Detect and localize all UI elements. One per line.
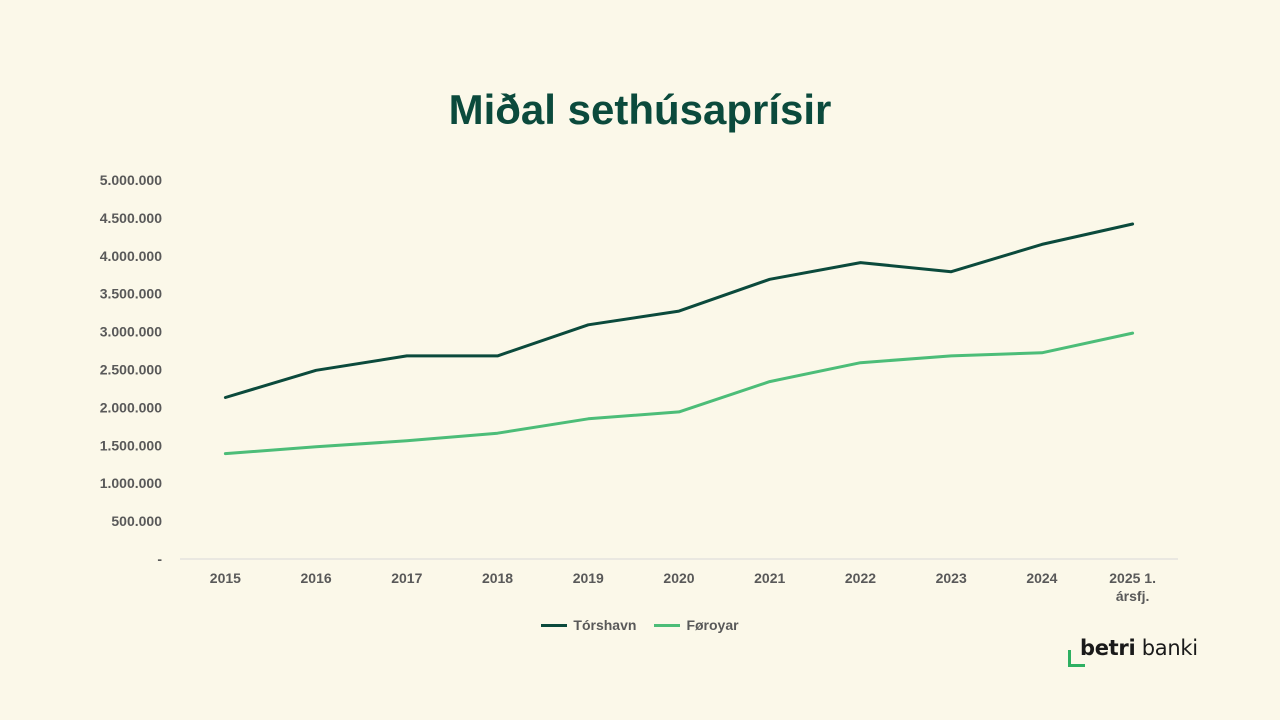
y-tick-label: 500.000: [111, 513, 162, 529]
x-tick-label: 2022: [845, 570, 876, 586]
y-tick-label: 3.500.000: [100, 286, 162, 302]
y-tick-label: 4.500.000: [100, 210, 162, 226]
y-tick-label: -: [157, 551, 162, 567]
x-tick-label: 2025 1. ársfj.: [1109, 570, 1156, 604]
y-tick-label: 2.500.000: [100, 362, 162, 378]
y-tick-label: 3.000.000: [100, 324, 162, 340]
logo-text: betri banki: [1080, 636, 1198, 660]
x-tick-label: 2018: [482, 570, 513, 586]
legend-label-torshavn: Tórshavn: [573, 617, 637, 633]
legend-swatch-torshavn: [541, 623, 568, 627]
y-axis: - 500.000 1.000.000 1.500.000 2.000.000 2.500…: [100, 172, 163, 567]
x-tick-label: 2021: [754, 570, 785, 586]
series-lines: [223, 222, 1135, 456]
x-tick-label: 2020: [663, 570, 694, 586]
chart-title: Miðal sethúsaprísir: [448, 86, 832, 133]
brand-logo: betri banki: [1068, 636, 1208, 672]
x-tick-label: 2023: [936, 570, 967, 586]
x-tick-label: 2015: [210, 570, 241, 586]
y-tick-label: 5.000.000: [100, 172, 162, 188]
legend-item-torshavn: Tórshavn: [541, 617, 636, 633]
legend-item-foroyar: Føroyar: [654, 617, 739, 633]
y-tick-label: 1.000.000: [100, 475, 162, 491]
series-line-torshavn: [223, 222, 1135, 399]
series-line-foroyar: [223, 331, 1135, 456]
x-tick-label: 2017: [391, 570, 422, 586]
x-tick-label: 2024: [1026, 570, 1057, 586]
y-tick-label: 4.000.000: [100, 248, 162, 264]
x-tick-label: 2016: [301, 570, 332, 586]
legend-label-foroyar: Føroyar: [686, 617, 739, 633]
legend-swatch-foroyar: [654, 623, 681, 627]
x-tick-label: 2019: [573, 570, 604, 586]
y-tick-label: 1.500.000: [100, 437, 162, 453]
y-tick-label: 2.000.000: [100, 399, 162, 415]
x-axis: 2015 2016 2017 2018 2019 2020 2021 2022 2023 2024…: [180, 558, 1178, 604]
legend: Tórshavn Føroyar: [0, 617, 1280, 633]
logo-corner-icon: [1068, 650, 1085, 667]
